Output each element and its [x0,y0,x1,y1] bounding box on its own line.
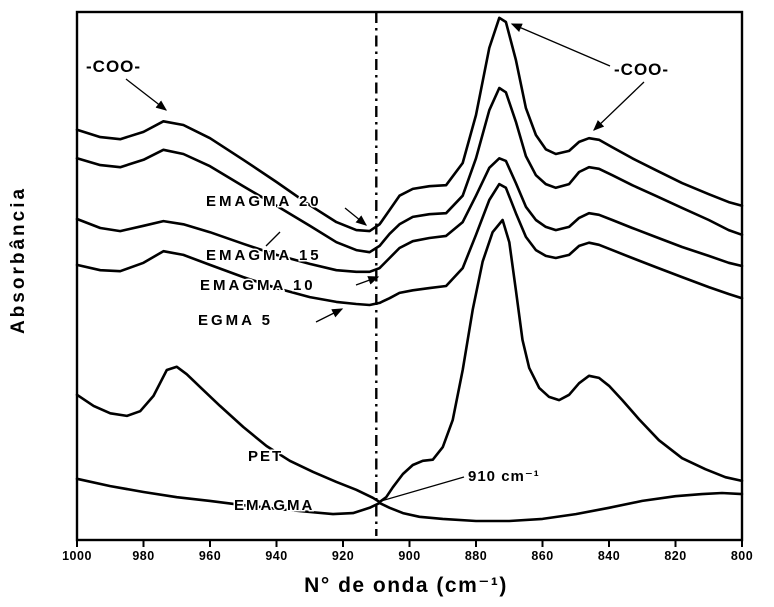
series-pet [75,218,744,504]
band-coo-right-arrow-2 [593,81,645,131]
label-emagma-15: EMAGMA 15 [206,247,322,264]
label-emagma-10: EMAGMA 10 [200,277,316,294]
x-tick-label: 980 [132,549,154,563]
label-emagma-20-arrow [344,207,368,226]
y-axis-title: Absorbância [8,186,29,334]
label-910cm-leader [380,476,465,502]
x-tick-label: 820 [664,549,686,563]
label-910cm: 910 cm⁻¹ [468,468,540,485]
x-axis-title: N° de onda (cm⁻¹) [304,574,508,597]
x-tick-label: 900 [398,549,420,563]
x-tick-label: 800 [731,549,753,563]
label-emagma: EMAGMA [234,497,314,514]
band-coo-right: -COO- [614,60,669,79]
label-pet: PET [248,448,283,465]
label-emagma-15-leader [265,231,281,247]
x-tick-label: 880 [465,549,487,563]
x-tick-label: 920 [332,549,354,563]
band-coo-left: -COO- [86,57,141,76]
band-coo-left-arrow [125,78,168,111]
series-emagma-20 [75,16,744,233]
series-emagma-15 [75,86,744,254]
plot-border [75,10,744,542]
plot-area: 1000 980 960 940 920 900 880 860 840 820 800 -COO- -… [62,12,753,563]
x-tick-label: 840 [598,549,620,563]
series-emagma [75,477,744,523]
label-egma-5: EGMA 5 [198,312,273,329]
label-egma-5-arrow [315,308,344,323]
label-emagma-20: EMAGMA 20 [206,193,322,210]
x-tick-label: 860 [531,549,553,563]
label-emagma-10-arrow [355,276,380,286]
x-tick-label: 960 [199,549,221,563]
series-egma-5 [75,182,744,307]
x-tick-label: 940 [265,549,287,563]
series-emagma-10 [75,157,744,274]
band-coo-right-arrow [510,23,611,67]
x-tick-label: 1000 [62,549,92,563]
